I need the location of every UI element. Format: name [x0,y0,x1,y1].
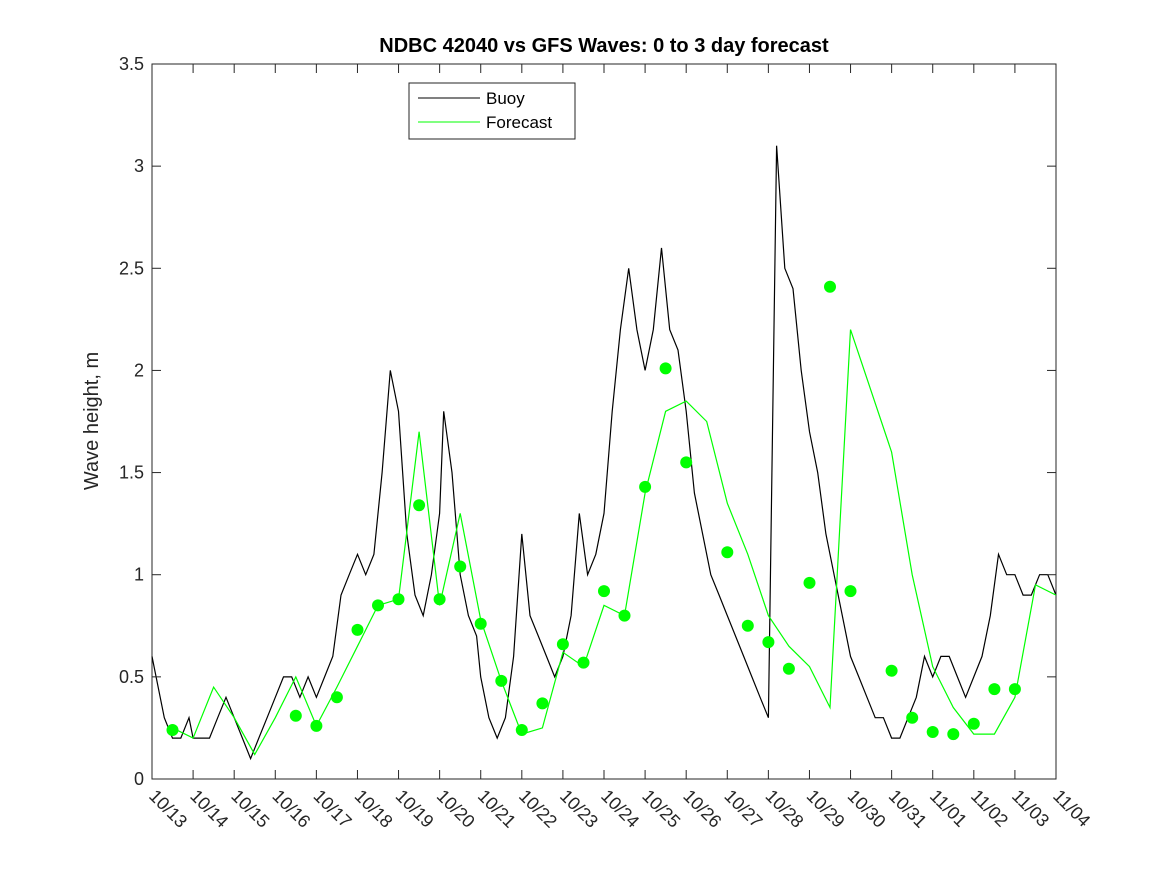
y-axis-ticks: 0 0.5 1 1.5 2 2.5 3 3.5 [119,54,1056,789]
y-tick-label: 1 [134,565,144,585]
forecast-marker [926,726,939,738]
y-axis-label: Wave height, m [81,352,103,490]
y-tick-label: 2.5 [119,258,144,278]
forecast-marker [1008,683,1021,696]
forecast-marker [782,662,795,675]
forecast-marker [433,593,446,606]
forecast-marker [310,719,323,732]
forecast-marker [556,638,569,651]
forecast-marker [680,456,693,469]
y-tick-label: 0.5 [119,667,144,687]
forecast-line [172,329,1057,756]
forecast-marker [289,709,302,722]
forecast-marker [392,593,405,606]
forecast-marker [495,674,508,687]
forecast-marker [351,623,364,636]
forecast-marker [824,280,836,293]
forecast-marker [762,636,775,649]
forecast-marker [372,599,384,612]
y-tick-label: 1.5 [119,463,144,483]
forecast-marker [721,546,734,559]
forecast-marker [639,480,652,493]
legend-label-buoy: Buoy [486,89,525,108]
buoy-line [151,145,1057,761]
forecast-marker [885,664,898,677]
forecast-marker [330,691,343,704]
forecast-marker [474,617,487,630]
forecast-marker [618,609,631,622]
chart-title: NDBC 42040 vs GFS Waves: 0 to 3 day fore… [379,35,829,57]
forecast-marker [947,728,960,741]
forecast-series [172,329,1057,756]
buoy-series [151,145,1057,761]
forecast-marker [659,362,672,375]
forecast-marker [577,656,590,669]
forecast-marker [967,717,980,730]
forecast-marker [515,724,528,736]
forecast-marker [536,697,549,710]
y-tick-label: 3.5 [119,54,144,74]
forecast-marker [454,560,467,573]
y-tick-label: 0 [134,769,144,789]
forecast-marker [741,619,754,632]
y-tick-label: 3 [134,156,144,176]
forecast-marker [413,499,426,512]
forecast-marker [906,711,919,724]
forecast-markers [166,280,1021,741]
forecast-marker [844,585,857,598]
legend-label-forecast: Forecast [486,113,552,132]
legend: Buoy Forecast [408,82,576,140]
forecast-marker [598,585,610,598]
forecast-marker [988,683,1001,696]
legend-box [408,82,576,140]
forecast-marker [166,724,179,736]
y-tick-label: 2 [134,360,144,380]
forecast-marker [803,576,816,589]
plot-area-frame [151,63,1057,780]
